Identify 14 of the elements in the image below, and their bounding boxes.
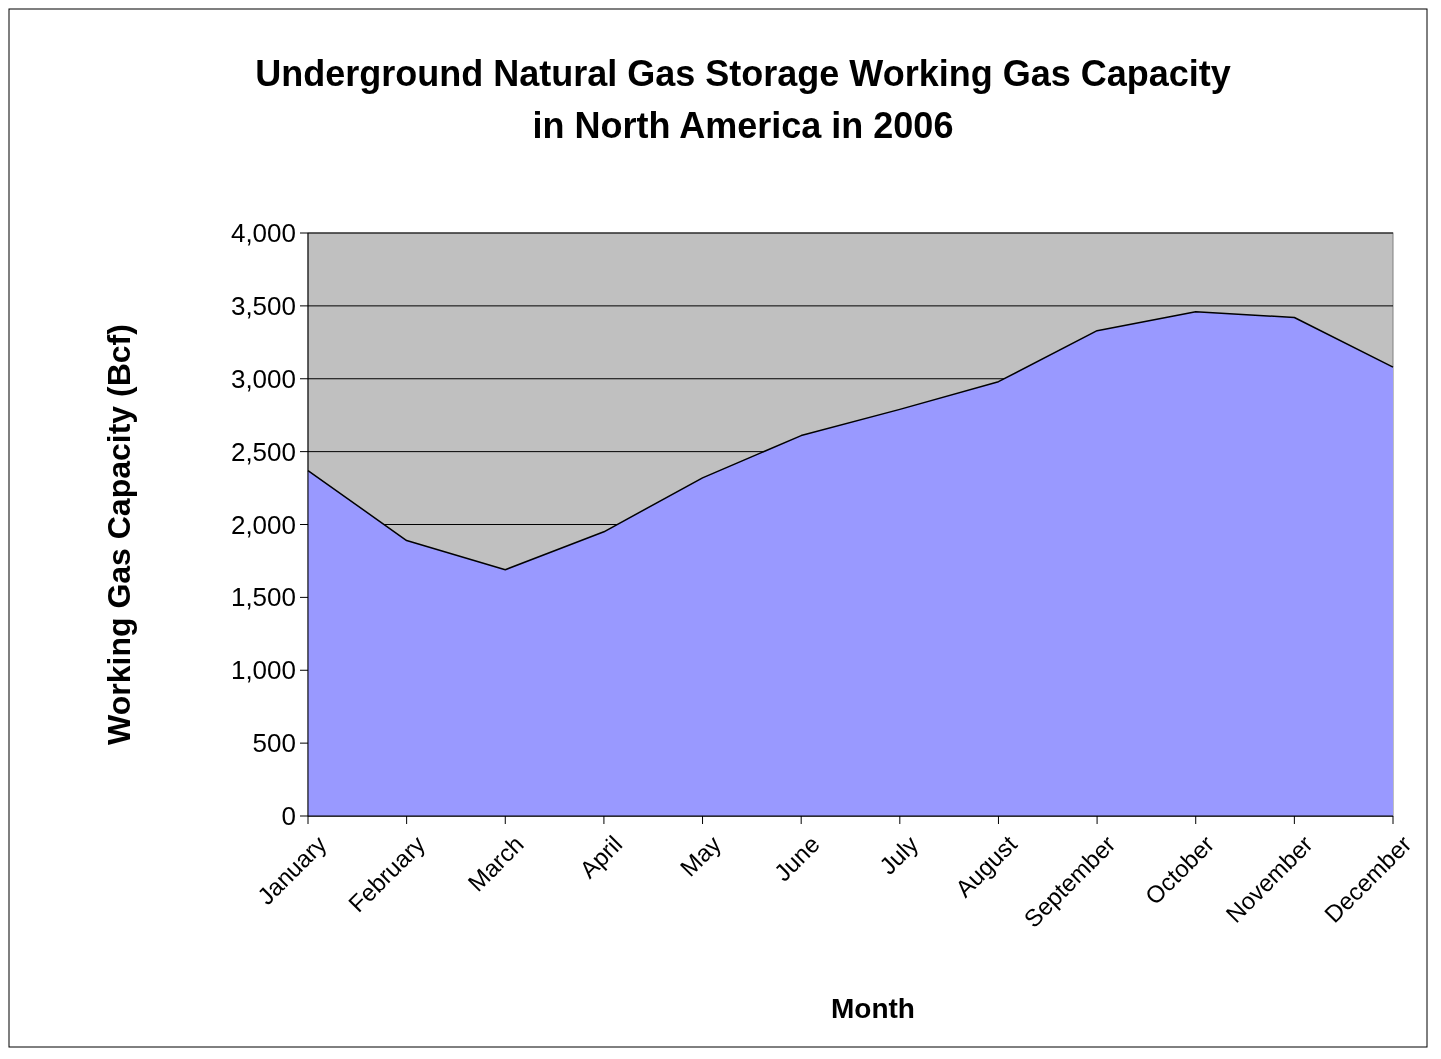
x-axis-title: Month bbox=[831, 993, 915, 1024]
y-tick-label: 500 bbox=[252, 728, 296, 759]
y-tick-label: 1,000 bbox=[230, 655, 296, 686]
y-tick-label: 1,500 bbox=[230, 582, 296, 613]
x-tick-label: May bbox=[674, 830, 726, 882]
chart-title: Underground Natural Gas Storage Working Gas Capacity in North America in 2006 bbox=[255, 53, 1231, 146]
y-tick-label: 3,500 bbox=[230, 290, 296, 321]
y-tick-label: 0 bbox=[281, 801, 296, 832]
y-tick-label: 2,500 bbox=[230, 436, 296, 467]
y-tick-label: 2,000 bbox=[230, 509, 296, 540]
y-tick-label: 4,000 bbox=[230, 218, 296, 249]
y-axis-title: Working Gas Capacity (Bcf) bbox=[101, 324, 137, 745]
x-tick-label: July bbox=[873, 830, 924, 880]
y-tick-label: 3,000 bbox=[230, 363, 296, 394]
